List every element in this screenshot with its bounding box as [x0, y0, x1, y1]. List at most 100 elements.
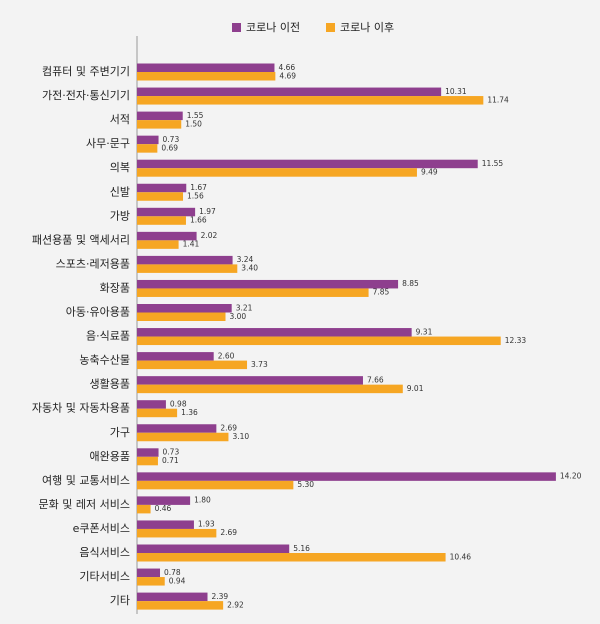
legend-label: 코로나 이전 — [246, 21, 300, 34]
bar — [137, 192, 184, 201]
category-label: e쿠폰서비스 — [73, 522, 130, 535]
bar — [137, 135, 159, 145]
bar — [137, 553, 446, 562]
bar — [137, 72, 276, 81]
value-label: 1.41 — [183, 240, 200, 249]
bar — [137, 432, 229, 442]
bar — [137, 577, 165, 586]
value-label: 1.66 — [190, 216, 207, 225]
bar — [137, 400, 166, 409]
category-label: 서적 — [110, 113, 130, 126]
bar — [137, 96, 484, 105]
category-label: 가구 — [110, 426, 130, 439]
value-label: 1.50 — [185, 119, 202, 128]
bar — [137, 520, 194, 529]
value-label: 10.31 — [445, 87, 467, 96]
bar — [137, 496, 191, 505]
category-label: 음식서비스 — [79, 546, 130, 559]
category-label: 음·식료품 — [86, 330, 130, 343]
category-label: 농축수산물 — [79, 354, 130, 367]
category-label: 화장품 — [100, 281, 130, 294]
value-label: 0.78 — [164, 568, 181, 577]
value-label: 1.56 — [187, 192, 204, 201]
value-label: 2.92 — [227, 600, 244, 609]
bar — [137, 592, 208, 602]
bar — [137, 264, 238, 273]
value-label: 3.21 — [236, 303, 253, 312]
category-label: 기타서비스 — [79, 570, 130, 583]
category-label: 신발 — [110, 185, 130, 198]
value-label: 9.31 — [416, 327, 433, 336]
bar — [137, 424, 217, 433]
bar — [137, 120, 182, 129]
value-label: 7.66 — [367, 375, 384, 384]
value-label: 1.97 — [199, 207, 216, 216]
bar — [137, 312, 226, 321]
bar — [137, 384, 403, 394]
bar — [137, 336, 501, 346]
bar — [137, 183, 187, 193]
legend-swatch — [326, 23, 335, 32]
value-label: 2.69 — [220, 528, 237, 537]
bar — [137, 328, 412, 337]
bar — [137, 87, 442, 97]
value-label: 10.46 — [450, 552, 472, 561]
category-label: 아동·유아용품 — [66, 306, 130, 319]
value-label: 0.98 — [170, 399, 187, 408]
value-label: 1.55 — [187, 111, 204, 120]
value-label: 3.00 — [230, 312, 247, 321]
category-label: 자동차 및 자동차용품 — [32, 402, 130, 415]
category-label: 의복 — [110, 161, 130, 174]
bar — [137, 352, 214, 361]
value-label: 3.10 — [232, 432, 249, 441]
value-label: 5.30 — [297, 480, 314, 489]
value-label: 1.67 — [190, 183, 207, 192]
bar — [137, 144, 158, 153]
value-label: 3.40 — [241, 264, 258, 273]
value-label: 0.46 — [155, 504, 172, 513]
value-label: 5.16 — [293, 544, 310, 553]
bar — [137, 63, 275, 72]
value-label: 0.94 — [169, 576, 186, 585]
bar — [137, 544, 290, 553]
bar — [137, 304, 232, 313]
value-label: 9.49 — [421, 167, 438, 176]
value-label: 3.24 — [237, 255, 254, 264]
bar — [137, 240, 179, 249]
value-label: 2.02 — [201, 231, 218, 240]
category-label: 기타 — [110, 594, 130, 607]
value-label: 0.69 — [161, 143, 178, 152]
bar — [137, 231, 197, 241]
bar — [137, 216, 186, 225]
bar — [137, 279, 399, 289]
category-label: 스포츠·레저용품 — [56, 257, 130, 270]
value-label: 7.85 — [373, 288, 390, 297]
value-label: 9.01 — [407, 384, 424, 393]
value-label: 8.85 — [402, 279, 419, 288]
bar — [137, 480, 294, 490]
category-label: 사무·문구 — [86, 137, 130, 150]
bar — [137, 207, 196, 217]
category-label: 애완용품 — [90, 450, 130, 463]
category-label: 생활용품 — [90, 377, 130, 391]
legend-label: 코로나 이후 — [340, 21, 394, 34]
bar — [137, 288, 369, 297]
value-label: 2.39 — [212, 592, 229, 601]
bar — [137, 376, 363, 385]
bar — [137, 504, 151, 514]
bar — [137, 568, 161, 578]
value-label: 14.20 — [560, 472, 582, 481]
category-label: 문화 및 레저 서비스 — [39, 498, 130, 511]
bar — [137, 168, 417, 177]
bar — [137, 472, 556, 481]
value-label: 3.73 — [251, 360, 268, 369]
value-label: 11.55 — [482, 159, 504, 168]
category-label: 여행 및 교통서비스 — [42, 474, 130, 487]
category-label: 가전·전자·통신기기 — [42, 89, 130, 102]
value-label: 0.71 — [162, 456, 179, 465]
value-label: 1.80 — [194, 496, 211, 505]
value-label: 1.36 — [181, 408, 198, 417]
bar — [137, 448, 159, 457]
category-label: 컴퓨터 및 주변기기 — [42, 65, 130, 78]
